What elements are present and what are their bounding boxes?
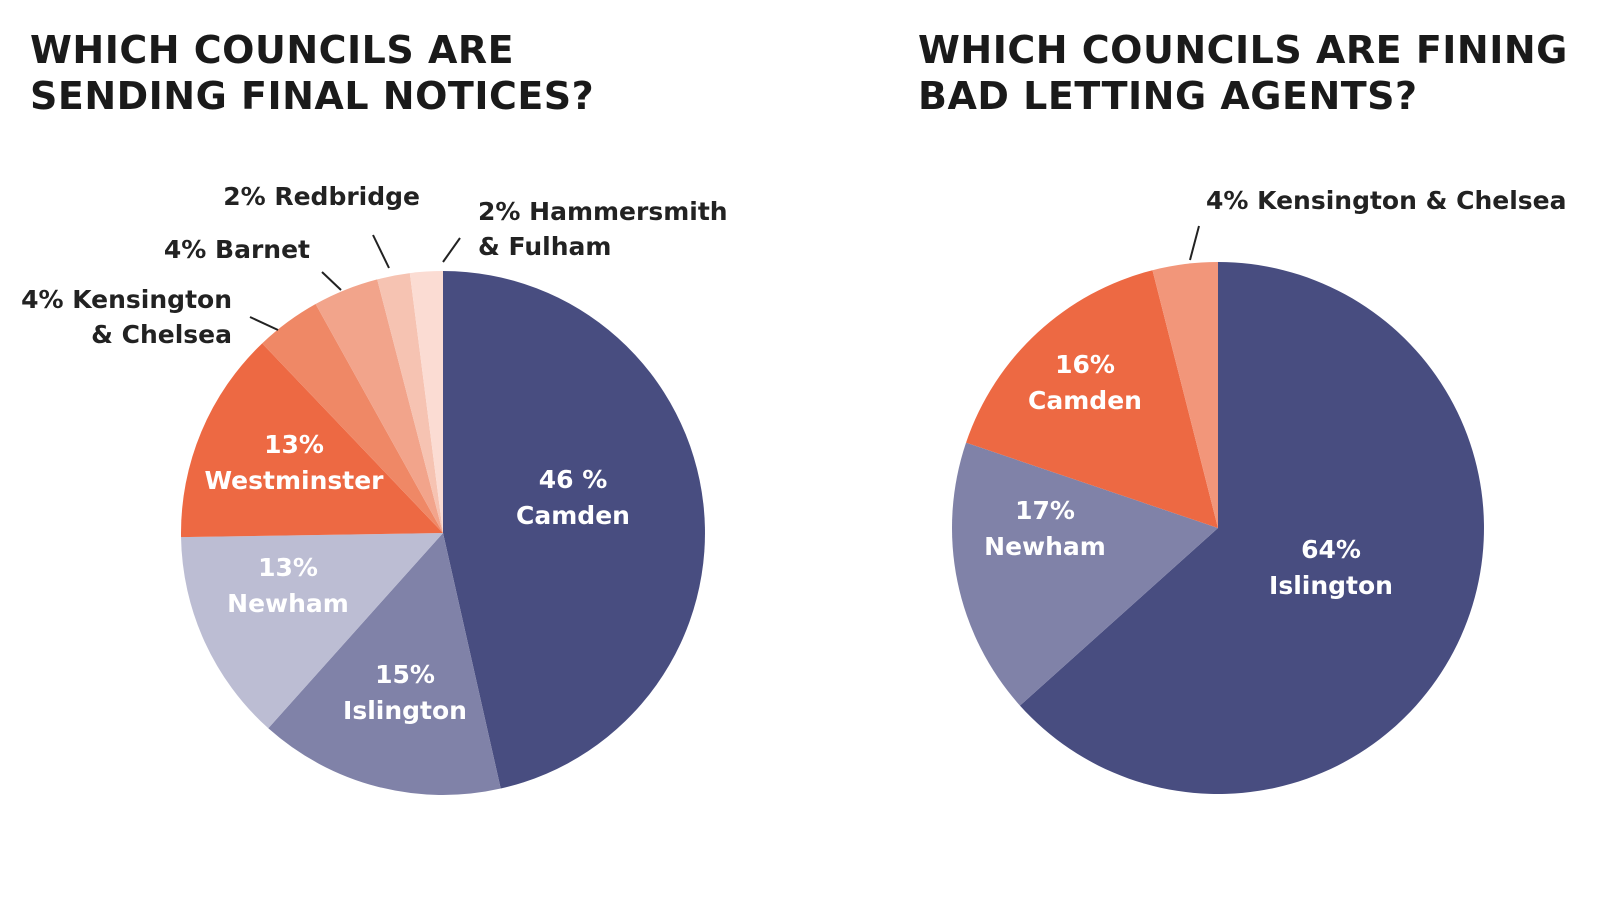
callout-label: 2% Hammersmith & Fulham [478,197,728,261]
chart-title-fining-agents: WHICH COUNCILS ARE FINING BAD LETTING AG… [918,28,1568,119]
callout-label: 4% Barnet [164,235,310,264]
callout-leader-line [372,234,390,269]
chart-title-line: WHICH COUNCILS ARE [30,28,515,72]
callout-leader-line [1189,225,1200,261]
slice-label: 17% Newham [984,496,1106,561]
pie-slice-kensington-chelsea [262,304,443,533]
pie-slice-westminster [180,343,443,538]
slice-label: 15% Islington [343,660,467,725]
pie-slice-hammersmith-fulham [409,271,443,533]
pie-chart-fining-agents: 64% Islington 17% Newham 16% Camden 4% Kensing… [951,186,1567,794]
pie-slice-kensington-chelsea [1152,262,1218,528]
chart-title-line: BAD LETTING AGENTS? [918,73,1418,118]
chart-title-line: SENDING FINAL NOTICES? [30,73,595,118]
pie-slice-camden [966,270,1218,528]
pie-slice-islington [1019,262,1484,794]
callout-label: 4% Kensington & Chelsea [1206,186,1567,215]
pie-chart-final-notices: 46 % Camden 15% Islington 13% Newham 13% Westmi… [21,182,728,795]
chart-title-line: WHICH COUNCILS ARE FINING [918,28,1568,72]
callout-leader-line [249,316,279,331]
chart-title-final-notices: WHICH COUNCILS ARE SENDING FINAL NOTICES… [30,28,594,119]
pie-slice-barnet [315,279,443,533]
pie-slice-camden [443,271,705,789]
callout-label: 4% Kensington & Chelsea [21,285,232,349]
pie-slice-islington [268,533,501,795]
callout-leader-line [321,271,342,291]
pie-slice-newham [951,442,1218,706]
callout-leader-line [442,237,461,263]
callout-label: 2% Redbridge [223,182,420,211]
slice-label: 46 % Camden [516,465,630,530]
pie-slice-newham [181,533,443,729]
slice-label: 13% Westminster [204,430,384,495]
slice-label: 16% Camden [1028,350,1142,415]
slice-label: 64% Islington [1269,535,1393,600]
slice-label: 13% Newham [227,553,349,618]
pie-slice-redbridge [377,273,443,533]
